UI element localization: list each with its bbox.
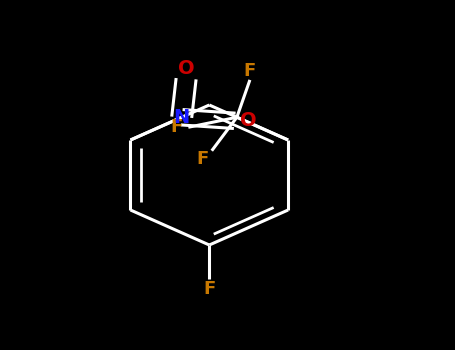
Text: N: N bbox=[174, 108, 190, 127]
Text: F: F bbox=[171, 118, 183, 136]
Text: O: O bbox=[240, 111, 257, 130]
Text: O: O bbox=[178, 60, 194, 78]
Text: F: F bbox=[203, 280, 215, 298]
Text: F: F bbox=[197, 150, 209, 168]
Text: F: F bbox=[244, 62, 256, 80]
